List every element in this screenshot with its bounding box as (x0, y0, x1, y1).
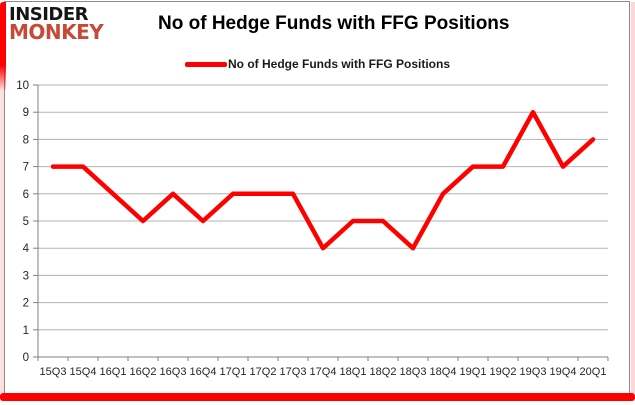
svg-text:9: 9 (23, 107, 29, 119)
svg-text:16Q1: 16Q1 (100, 366, 127, 378)
svg-text:5: 5 (23, 216, 29, 228)
svg-text:19Q3: 19Q3 (520, 366, 547, 378)
chart-title: No of Hedge Funds with FFG Positions (158, 13, 510, 34)
svg-text:18Q4: 18Q4 (430, 366, 457, 378)
chart-header: INSIDER MONKEY No of Hedge Funds with FF… (0, 0, 635, 78)
svg-text:17Q2: 17Q2 (250, 366, 277, 378)
svg-text:1: 1 (23, 325, 29, 337)
svg-text:18Q3: 18Q3 (400, 366, 427, 378)
legend-line-swatch (185, 61, 227, 67)
svg-text:19Q1: 19Q1 (460, 366, 487, 378)
legend-label: No of Hedge Funds with FFG Positions (228, 57, 450, 71)
svg-text:17Q3: 17Q3 (280, 366, 307, 378)
chart-legend: No of Hedge Funds with FFG Positions (0, 57, 635, 71)
svg-text:4: 4 (23, 243, 30, 255)
svg-text:19Q4: 19Q4 (550, 366, 577, 378)
svg-text:15Q4: 15Q4 (70, 366, 97, 378)
svg-text:16Q3: 16Q3 (160, 366, 187, 378)
svg-text:8: 8 (23, 134, 29, 146)
svg-text:19Q2: 19Q2 (490, 366, 517, 378)
red-frame-left-faint (0, 90, 4, 393)
svg-text:16Q4: 16Q4 (190, 366, 217, 378)
svg-text:17Q1: 17Q1 (220, 366, 247, 378)
svg-text:7: 7 (23, 162, 29, 174)
red-frame-bottom (0, 393, 635, 401)
logo-text-insider: INSIDER (9, 4, 89, 25)
svg-text:2: 2 (23, 298, 29, 310)
svg-text:6: 6 (23, 189, 29, 201)
insider-monkey-logo: INSIDER MONKEY (9, 4, 104, 44)
svg-text:18Q1: 18Q1 (340, 366, 367, 378)
red-frame-right-faint (631, 2, 635, 393)
svg-text:18Q2: 18Q2 (370, 366, 397, 378)
svg-text:16Q2: 16Q2 (130, 366, 157, 378)
svg-text:17Q4: 17Q4 (310, 366, 337, 378)
logo-text-monkey: MONKEY (9, 20, 104, 44)
svg-text:3: 3 (23, 270, 29, 282)
svg-text:15Q3: 15Q3 (40, 366, 67, 378)
svg-text:20Q1: 20Q1 (580, 366, 607, 378)
red-frame-left (0, 2, 6, 90)
svg-text:0: 0 (23, 352, 29, 364)
svg-text:10: 10 (16, 80, 29, 92)
